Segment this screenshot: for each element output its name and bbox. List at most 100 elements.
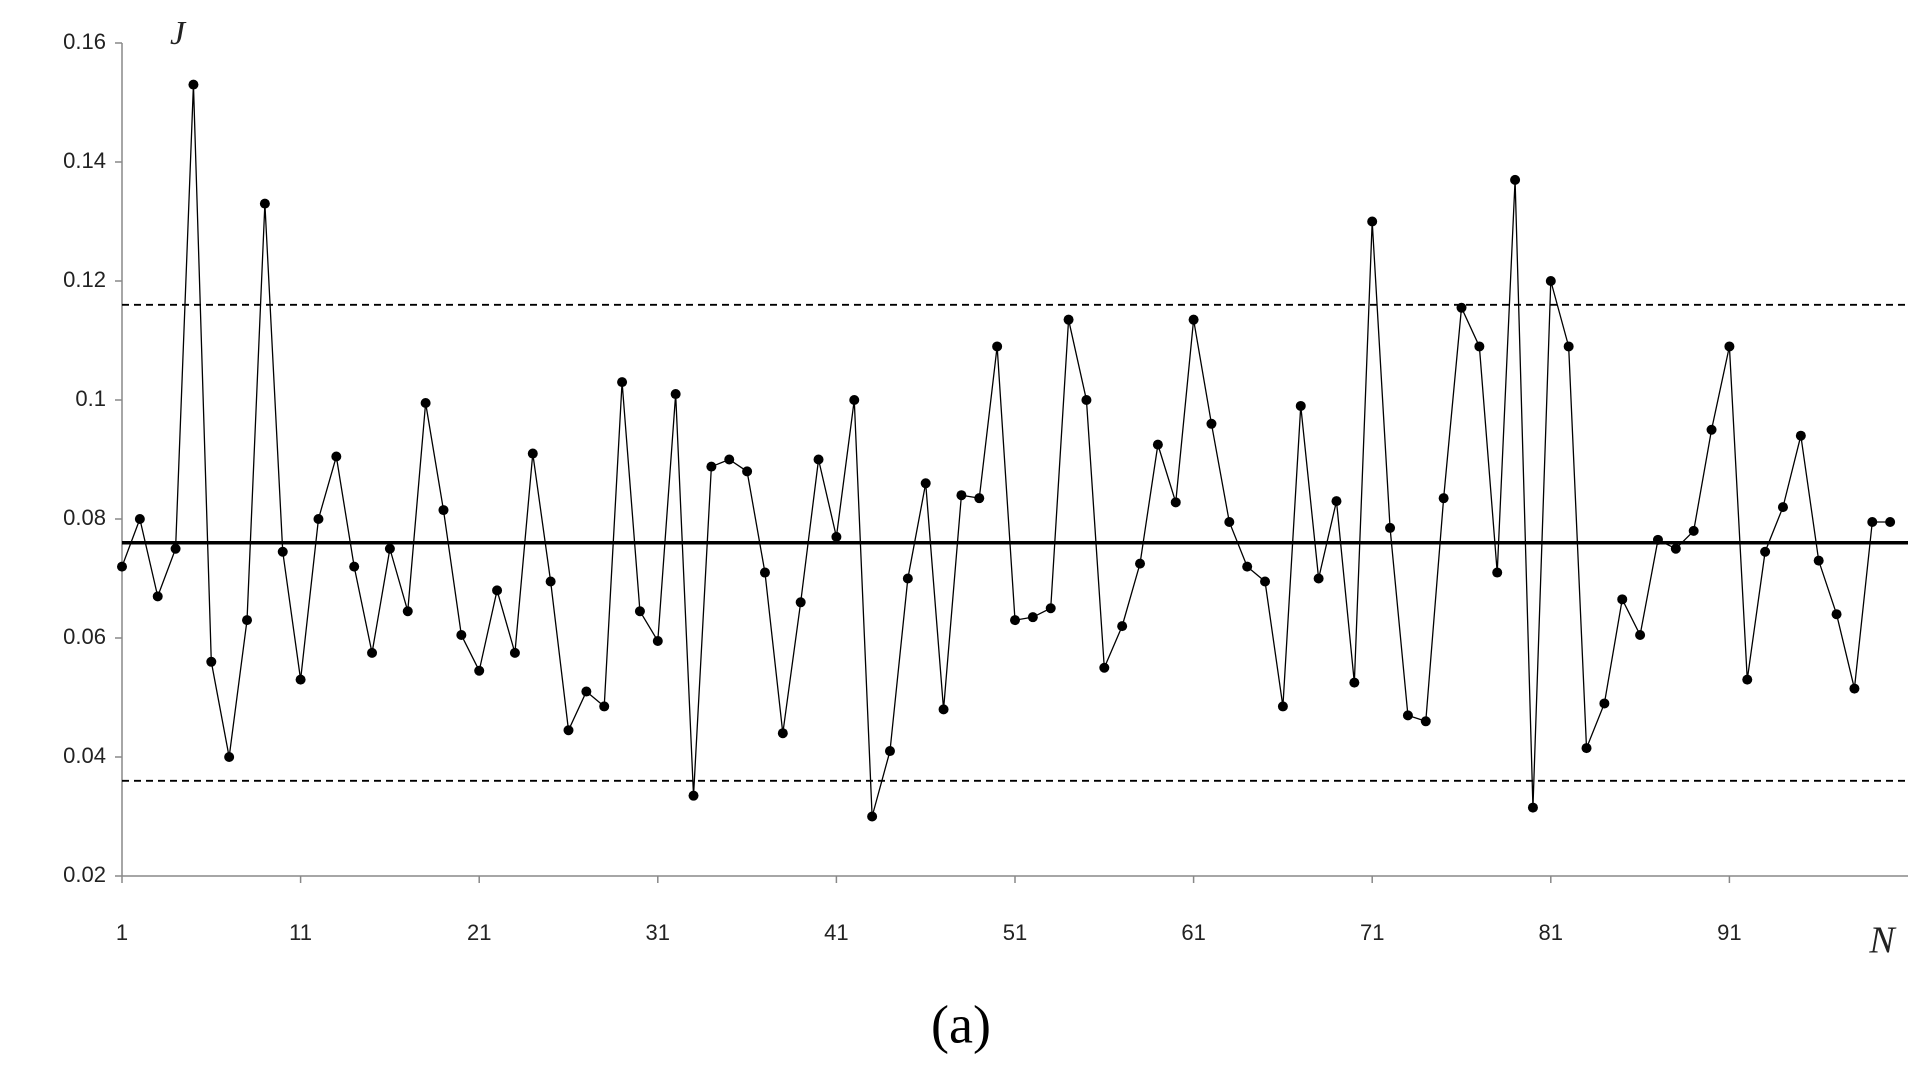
data-point [1652,534,1663,545]
y-tick-label: 0.16 [63,29,106,54]
data-point [1492,567,1503,578]
y-tick-label: 0.12 [63,267,106,292]
data-point [1724,341,1735,352]
y-tick-label: 0.08 [63,505,106,530]
data-point [1617,594,1628,605]
data-point [652,635,663,646]
data-point [1045,603,1056,614]
data-point [1152,439,1163,450]
data-point [1742,674,1753,685]
data-point [206,656,217,667]
data-point [974,493,985,504]
y-tick-label: 0.02 [63,862,106,887]
data-point [849,395,860,405]
data-point [634,606,645,617]
data-point [724,454,735,465]
x-tick-label: 91 [1717,920,1741,945]
data-point [1349,677,1360,688]
data-point [1063,314,1074,325]
data-point [1081,395,1092,405]
y-tick-label: 0.04 [63,743,106,768]
data-point [402,606,413,617]
data-point [259,198,270,209]
x-axis-label: N [1868,920,1897,962]
data-point [295,674,306,685]
data-point [492,585,503,596]
data-point [1206,418,1217,429]
data-point [884,746,895,757]
x-tick-label: 11 [289,920,312,945]
data-point [688,790,699,801]
data-point [1331,496,1342,507]
x-tick-label: 31 [646,920,670,945]
data-point [920,478,931,489]
x-tick-label: 81 [1539,920,1563,945]
data-point [1367,216,1378,227]
y-tick-label: 0.06 [63,624,106,649]
data-point [1313,573,1324,584]
data-point [456,630,467,641]
data-point [1438,493,1449,504]
data-point [617,377,628,388]
data-point [670,389,681,400]
data-point [1295,400,1306,411]
data-point [1795,430,1806,441]
data-point [867,811,878,822]
data-point [1456,302,1467,313]
data-point [1777,502,1788,513]
data-point [1099,662,1110,673]
x-tick-label: 21 [467,920,491,945]
data-point [384,543,395,554]
data-point [1563,341,1574,352]
data-point [1242,561,1253,572]
series-line [121,84,1891,817]
data-point [1867,516,1878,527]
data-point [795,597,806,608]
x-tick-label: 41 [824,920,848,945]
data-point [224,752,235,762]
data-point [438,505,449,516]
data-point [1170,497,1181,508]
data-point [420,397,431,408]
data-point [1385,522,1396,533]
data-point [152,591,163,602]
data-point [313,514,324,524]
data-point [1527,802,1538,813]
data-point [1027,612,1038,623]
data-point [1420,716,1431,727]
data-point [581,686,592,697]
data-point [1135,558,1146,569]
data-point [992,341,1003,352]
x-tick-label: 71 [1360,920,1384,945]
data-point [777,728,788,739]
data-point [956,490,967,501]
caption: (a) [931,994,991,1054]
data-point [545,576,556,587]
data-point [134,514,145,524]
data-point [1545,276,1556,286]
data-point [938,704,949,715]
data-point [277,546,288,557]
data-point [1010,615,1020,626]
data-point [349,561,360,572]
data-point [527,448,538,459]
data-point [1706,424,1717,435]
data-point [902,573,913,584]
data-point [1885,516,1896,527]
data-point [1474,341,1485,352]
data-point [331,451,342,462]
data-point [509,647,520,658]
data-point [1510,174,1521,185]
data-point [813,454,824,465]
data-point [1402,710,1413,721]
data-point [742,466,753,477]
x-tick-label: 1 [116,920,128,945]
y-axis-label: J [170,15,187,52]
data-point [474,665,485,676]
data-point [1277,701,1288,712]
data-point [1849,683,1860,694]
data-point [1224,516,1235,527]
data-point [170,543,181,554]
data-point [1813,555,1824,566]
